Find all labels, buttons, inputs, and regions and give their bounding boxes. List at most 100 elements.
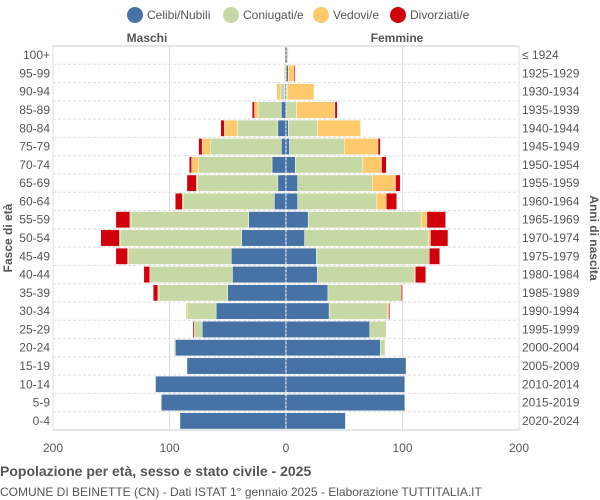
- bar-male-80-84: [220, 119, 225, 137]
- age-label: 70-74: [19, 158, 50, 172]
- bar-female-40-44: [285, 266, 318, 283]
- birth-year-label: 1925-1929: [522, 66, 580, 80]
- bar-male-50-54: [120, 229, 242, 247]
- birth-year-label: 1995-1999: [522, 322, 580, 336]
- birth-year-label: 1970-1974: [522, 231, 580, 245]
- age-label: 15-19: [19, 359, 50, 373]
- birth-year-label: 1960-1964: [522, 194, 580, 208]
- bar-male-95-99: [283, 65, 286, 82]
- bar-female-40-44: [415, 266, 427, 283]
- bar-female-60-64: [376, 193, 387, 210]
- bar-male-55-59: [248, 211, 287, 229]
- y-axis-title: Fasce di età: [1, 203, 15, 272]
- bar-female-30-34: [388, 302, 390, 320]
- bar-male-85-89: [254, 101, 259, 119]
- legend-marker: [390, 7, 406, 23]
- bar-female-30-34: [328, 302, 388, 320]
- bar-male-70-74: [198, 156, 273, 174]
- bar-male-80-84: [277, 119, 287, 137]
- bar-female-75-79: [289, 138, 345, 155]
- bar-male-75-79: [210, 138, 282, 155]
- birth-year-label: 1950-1954: [522, 158, 580, 172]
- birth-year-label: 2010-2014: [522, 377, 580, 391]
- bar-male-75-79: [198, 138, 203, 155]
- bar-male-70-74: [271, 156, 287, 174]
- bar-female-55-59: [285, 211, 309, 229]
- age-label: 35-39: [19, 286, 50, 300]
- bar-male-85-89: [281, 101, 287, 119]
- bar-female-35-39: [401, 284, 403, 302]
- bar-male-50-54: [241, 229, 287, 247]
- legend-label: Celibi/Nubili: [147, 8, 210, 22]
- bar-male-35-39: [158, 284, 228, 302]
- age-label: 95-99: [19, 66, 50, 80]
- bar-male-20-24: [173, 339, 176, 357]
- age-label: 80-84: [19, 121, 50, 135]
- bar-female-5-9: [285, 394, 406, 411]
- legend-marker: [127, 7, 143, 23]
- bar-female-50-54: [427, 229, 431, 247]
- bar-male-80-84: [236, 119, 279, 137]
- bar-male-30-34: [185, 302, 188, 320]
- birth-year-label: 1965-1969: [522, 213, 580, 227]
- chart-subtitle: COMUNE DI BEINETTE (CN) - Dati ISTAT 1° …: [0, 485, 482, 499]
- bar-male-65-69: [277, 174, 287, 192]
- birth-year-label: 1975-1979: [522, 249, 580, 263]
- bar-female-75-79: [377, 138, 381, 155]
- bar-male-30-34: [215, 302, 287, 320]
- birth-year-label: 1985-1989: [522, 286, 580, 300]
- age-label: 45-49: [19, 249, 50, 263]
- bar-female-65-69: [395, 174, 401, 192]
- bar-female-85-89: [285, 101, 297, 119]
- age-label: 20-24: [19, 341, 50, 355]
- age-label: 50-54: [19, 231, 50, 245]
- bar-female-55-59: [307, 211, 422, 229]
- bar-female-45-49: [285, 247, 317, 265]
- pyramid-chart: 200 100 0 100 200 100+ ≤ 1924 95-99 1925-1929 90-…: [1, 7, 600, 455]
- bar-female-35-39: [285, 284, 329, 302]
- legend-label: Vedovi/e: [333, 8, 379, 22]
- bar-female-40-44: [317, 266, 415, 283]
- bar-male-60-64: [183, 193, 275, 210]
- bar-male-60-64: [175, 193, 183, 210]
- male-label: Maschi: [127, 31, 168, 45]
- y-axis-title-right: Anni di nascita: [587, 195, 600, 281]
- bar-male-70-74: [191, 156, 199, 174]
- bar-male-70-74: [189, 156, 192, 174]
- bar-male-25-29: [193, 321, 203, 338]
- bar-female-0-4: [285, 412, 346, 430]
- age-label: 10-14: [19, 377, 50, 391]
- bar-female-20-24: [380, 339, 386, 357]
- bar-female-60-64: [297, 193, 378, 210]
- age-label: 90-94: [19, 85, 50, 99]
- legend-label: Coniugati/e: [243, 8, 304, 22]
- x-tick-label: 200: [43, 441, 63, 455]
- bar-female-70-74: [295, 156, 364, 174]
- bar-female-85-89: [334, 101, 338, 119]
- bar-female-65-69: [297, 174, 373, 192]
- bar-female-85-89: [296, 101, 336, 119]
- bar-female-25-29: [369, 321, 387, 338]
- bar-female-65-69: [372, 174, 396, 192]
- female-label: Femmine: [371, 31, 424, 45]
- bar-male-45-49: [128, 247, 232, 265]
- age-label: 75-79: [19, 140, 50, 154]
- bar-male-10-14: [155, 375, 287, 393]
- birth-year-label: 1935-1939: [522, 103, 580, 117]
- bar-female-95-99: [293, 65, 296, 82]
- birth-year-label: 1990-1994: [522, 304, 580, 318]
- birth-year-label: 1940-1944: [522, 121, 580, 135]
- bar-female-70-74: [381, 156, 387, 174]
- x-tick-label: 100: [159, 441, 179, 455]
- bar-female-70-74: [362, 156, 382, 174]
- bar-male-5-9: [161, 394, 287, 411]
- bar-female-55-59: [420, 211, 428, 229]
- bar-male-25-29: [192, 321, 195, 338]
- bar-male-15-19: [186, 357, 287, 375]
- bar-male-90-94: [279, 83, 286, 101]
- birth-year-label: 2020-2024: [522, 414, 580, 428]
- legend-label: Divorziati/e: [410, 8, 470, 22]
- bar-female-50-54: [430, 229, 449, 247]
- bar-male-90-94: [276, 83, 281, 101]
